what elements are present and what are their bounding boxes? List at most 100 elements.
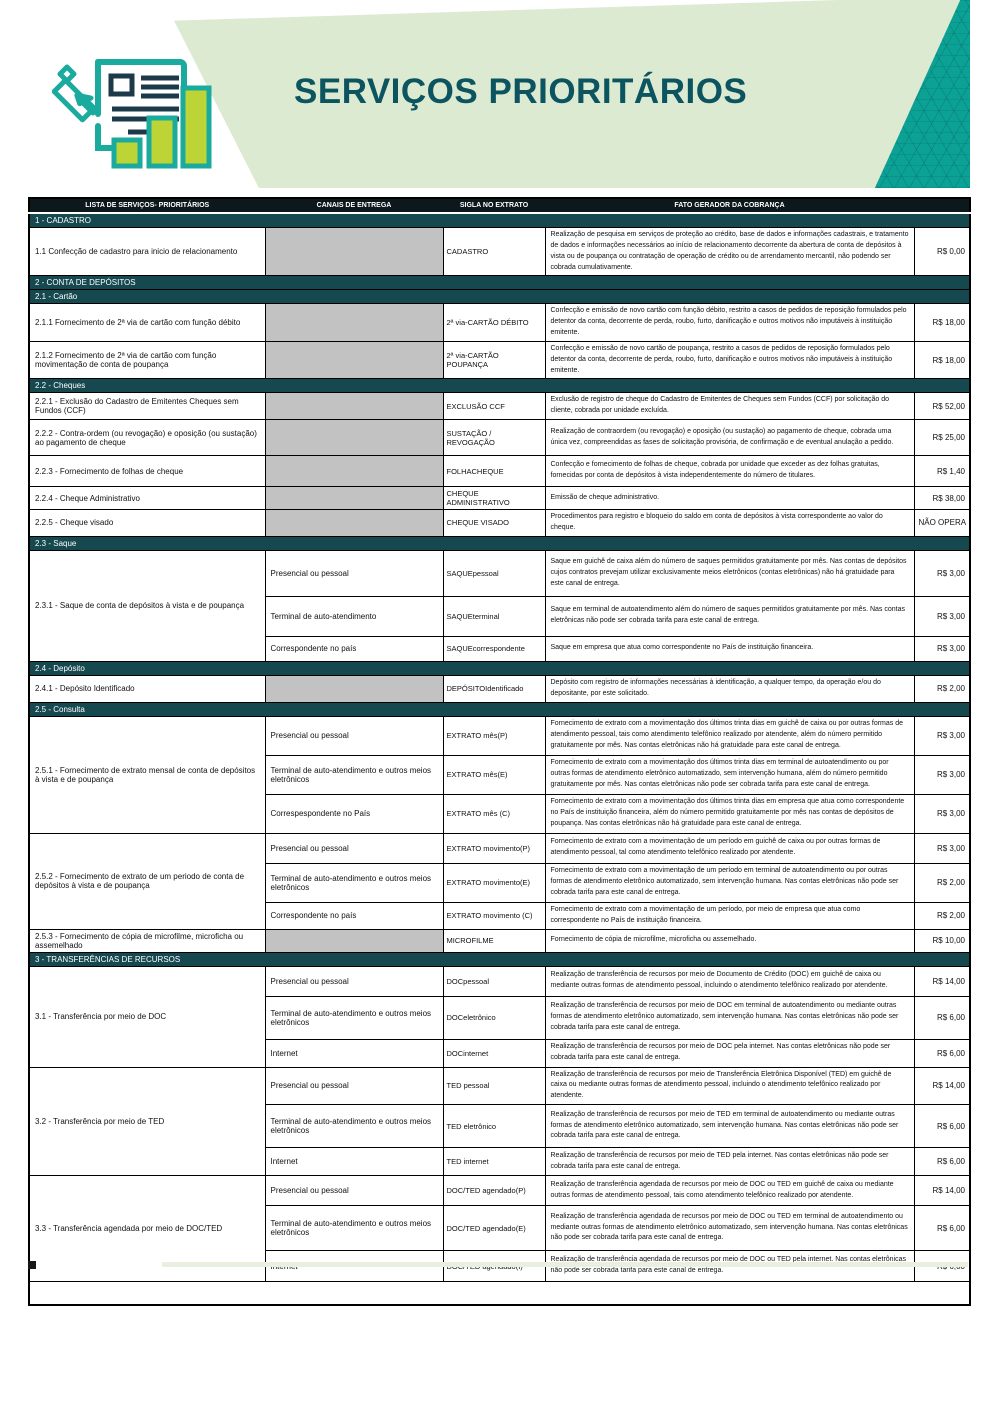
fact-cell: Fornecimento de extrato com a movimentaç… — [544, 832, 915, 864]
channel-cell-empty — [264, 303, 444, 342]
service-cell-merged: 2.3.1 - Saque de conta de depósitos à vi… — [28, 549, 266, 662]
code-cell: 2ª via-CARTÃO DÉBITO — [442, 303, 546, 342]
price-cell: R$ 3,00 — [913, 549, 971, 597]
fact-cell: Realização de transferência de recursos … — [544, 1038, 915, 1068]
code-cell: CHEQUE ADMINISTRATIVO — [442, 486, 546, 511]
channel-cell: Terminal de auto-atendimento e outros me… — [264, 862, 444, 903]
price-cell: R$ 2,00 — [913, 901, 971, 930]
channel-cell: Internet — [264, 1147, 444, 1177]
fact-cell: Realização de transferência de recursos … — [544, 995, 915, 1040]
service-row-2-2-1: 2.2.1 - Exclusão do Cadastro de Emitente… — [28, 392, 971, 421]
price-cell: R$ 3,00 — [913, 635, 971, 662]
section-row-1: 1 - CADASTRO — [28, 212, 971, 228]
section-row-2-2: 2.2 - Cheques — [28, 378, 971, 394]
fact-cell: Confecção e emissão de novo cartão de po… — [544, 340, 915, 380]
priority-services-table: LISTA DE SERVIÇOS- PRIORITÁRIOS CANAIS D… — [28, 197, 971, 1306]
service-row-2-5-3: 2.5.3 - Fornecimento de cópia de microfi… — [28, 928, 971, 953]
fact-cell: Emissão de cheque administrativo. — [544, 486, 915, 511]
price-cell: R$ 14,00 — [913, 1066, 971, 1106]
channel-cell: Terminal de auto-atendimento e outros me… — [264, 995, 444, 1040]
price-cell: R$ 6,00 — [913, 1038, 971, 1068]
price-cell: R$ 3,00 — [913, 832, 971, 864]
service-cell: 2.2.5 - Cheque visado — [28, 509, 266, 537]
price-cell: R$ 3,00 — [913, 793, 971, 834]
service-cell-merged: 2.5.2 - Fornecimento de extrato de um pe… — [28, 832, 266, 930]
channel-cell: Presencial ou pessoal — [264, 1175, 444, 1207]
fact-cell: Saque em empresa que atua como correspon… — [544, 635, 915, 662]
price-cell: R$ 52,00 — [913, 392, 971, 421]
price-cell: R$ 3,00 — [913, 754, 971, 795]
section-label: 2.3 - Saque — [28, 535, 971, 551]
banner-green-shape — [174, 0, 970, 188]
code-cell: CHEQUE VISADO — [442, 509, 546, 537]
channel-cell: Presencial ou pessoal — [264, 715, 444, 756]
service-cell: 2.1.1 Fornecimento de 2ª via de cartão c… — [28, 303, 266, 342]
price-cell: R$ 14,00 — [913, 1175, 971, 1207]
channel-cell: Presencial ou pessoal — [264, 1066, 444, 1106]
code-cell: DOCeletrônico — [442, 995, 546, 1040]
service-row-2-2-3: 2.2.3 - Fornecimento de folhas de cheque… — [28, 455, 971, 488]
section-row-2-4: 2.4 - Depósito — [28, 660, 971, 676]
code-cell: TED eletrônico — [442, 1104, 546, 1149]
fact-cell: Realização de transferência de recursos … — [544, 1104, 915, 1149]
service-row-2-1-2: 2.1.2 Fornecimento de 2ª via de cartão c… — [28, 340, 971, 380]
section-label: 1 - CADASTRO — [28, 212, 971, 228]
column-header-channels: CANAIS DE ENTREGA — [264, 197, 444, 214]
code-cell: CADASTRO — [442, 226, 546, 277]
service-row-2-1-1: 2.1.1 Fornecimento de 2ª via de cartão c… — [28, 303, 971, 342]
service-row-2-5-2-c: Correspondente no país EXTRATO movimento… — [29, 901, 971, 930]
column-header-code: SIGLA NO EXTRATO — [442, 197, 546, 214]
fact-cell: Fornecimento de extrato com a movimentaç… — [544, 901, 915, 930]
channel-cell: Terminal de auto-atendimento e outros me… — [264, 1104, 444, 1149]
price-cell: R$ 38,00 — [913, 486, 971, 511]
price-cell: R$ 3,00 — [913, 595, 971, 637]
service-cell-merged: 2.5.1 - Fornecimento de extrato mensal d… — [28, 715, 266, 834]
section-label: 2.4 - Depósito — [28, 660, 971, 676]
fact-cell: Confecção e fornecimento de folhas de ch… — [544, 455, 915, 488]
service-row-2-2-5: 2.2.5 - Cheque visado CHEQUE VISADO Proc… — [28, 509, 971, 537]
channel-cell-empty — [264, 419, 444, 457]
service-cell: 2.2.3 - Fornecimento de folhas de cheque — [28, 455, 266, 488]
service-cell: 2.2.2 - Contra-ordem (ou revogação) e op… — [28, 419, 266, 457]
price-cell: R$ 6,00 — [913, 995, 971, 1040]
fact-cell: Saque em terminal de autoatendimento alé… — [544, 595, 915, 637]
section-label: 3 - TRANSFERÊNCIAS DE RECURSOS — [28, 951, 971, 967]
code-cell: TED internet — [442, 1147, 546, 1177]
code-cell: EXTRATO mês (C) — [442, 793, 546, 834]
price-cell: R$ 2,00 — [913, 862, 971, 903]
code-cell: DOCpessoal — [442, 965, 546, 997]
price-cell: R$ 6,00 — [913, 1147, 971, 1177]
code-cell: EXTRATO movimento (C) — [442, 901, 546, 930]
price-cell: R$ 14,00 — [913, 965, 971, 997]
channel-cell: Presencial ou pessoal — [264, 832, 444, 864]
section-label: 2 - CONTA DE DEPÓSITOS — [28, 275, 971, 291]
fact-cell: Fornecimento de extrato com a movimentaç… — [544, 862, 915, 903]
fact-cell: Exclusão de registro de cheque do Cadast… — [544, 392, 915, 421]
code-cell: EXCLUSÃO CCF — [442, 392, 546, 421]
fact-cell: Fornecimento de extrato com a movimentaç… — [544, 793, 915, 834]
price-cell: R$ 6,00 — [913, 1205, 971, 1252]
section-label: 2.5 - Consulta — [28, 701, 971, 717]
section-row-2-3: 2.3 - Saque — [28, 535, 971, 551]
corner-mark — [28, 1261, 36, 1269]
service-row-2-2-2: 2.2.2 - Contra-ordem (ou revogação) e op… — [28, 419, 971, 457]
section-row-2: 2 - CONTA DE DEPÓSITOS — [28, 275, 971, 291]
document-pencil-chart-logo — [51, 48, 212, 170]
code-cell: SUSTAÇÃO / REVOGAÇÃO — [442, 419, 546, 457]
logo-icon — [51, 59, 212, 169]
service-row-2-5-2-b: Terminal de auto-atendimento e outros me… — [29, 862, 971, 903]
channel-cell: Terminal de auto-atendimento — [264, 595, 444, 637]
channel-cell-empty — [264, 674, 444, 703]
table-header-row: LISTA DE SERVIÇOS- PRIORITÁRIOS CANAIS D… — [28, 197, 971, 214]
service-row-2-5-2-a: 2.5.2 - Fornecimento de extrato de um pe… — [28, 832, 971, 930]
code-cell: 2ª via-CARTÃO POUPANÇA — [442, 340, 546, 380]
code-cell: DOCinternet — [442, 1038, 546, 1068]
price-cell: R$ 3,00 — [913, 715, 971, 756]
fact-cell: Procedimentos para registro e bloqueio d… — [544, 509, 915, 537]
price-cell: R$ 6,00 — [913, 1104, 971, 1149]
fact-cell: Saque em guichê de caixa além do número … — [544, 549, 915, 597]
fact-cell: Realização de transferência de recursos … — [544, 1066, 915, 1106]
service-row-3-3-a: 3.3 - Transferência agendada por meio de… — [28, 1175, 971, 1283]
code-cell: SAQUEcorrespondente — [442, 635, 546, 662]
code-cell: EXTRATO movimento(E) — [442, 862, 546, 903]
